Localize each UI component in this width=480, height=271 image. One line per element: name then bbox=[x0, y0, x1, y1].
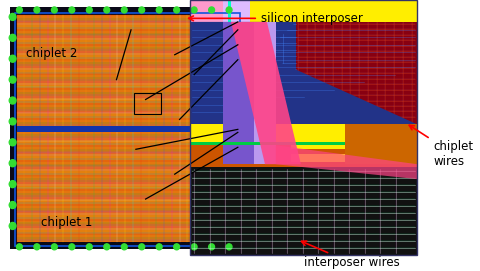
Circle shape bbox=[9, 118, 16, 125]
Polygon shape bbox=[296, 22, 418, 124]
Bar bbox=[223, 0, 251, 22]
Text: silicon interposer: silicon interposer bbox=[189, 12, 363, 25]
Circle shape bbox=[9, 160, 16, 167]
Circle shape bbox=[226, 7, 232, 13]
Polygon shape bbox=[190, 22, 418, 124]
Text: chiplet
wires: chiplet wires bbox=[409, 125, 473, 168]
Circle shape bbox=[121, 7, 127, 13]
Bar bbox=[134, 93, 161, 114]
Circle shape bbox=[104, 7, 110, 13]
Circle shape bbox=[9, 139, 16, 146]
Circle shape bbox=[16, 7, 23, 13]
Circle shape bbox=[16, 244, 23, 250]
Circle shape bbox=[9, 202, 16, 208]
Circle shape bbox=[51, 7, 57, 13]
Bar bbox=[190, 167, 418, 255]
Bar bbox=[190, 145, 418, 167]
Circle shape bbox=[209, 7, 215, 13]
Bar bbox=[190, 0, 418, 22]
Bar bbox=[10, 7, 254, 249]
Circle shape bbox=[34, 7, 40, 13]
Bar bbox=[190, 0, 227, 22]
Circle shape bbox=[86, 244, 92, 250]
Circle shape bbox=[174, 244, 180, 250]
Bar bbox=[190, 124, 418, 142]
Circle shape bbox=[191, 7, 197, 13]
Bar bbox=[291, 139, 418, 149]
Circle shape bbox=[156, 244, 162, 250]
Circle shape bbox=[51, 244, 57, 250]
Bar bbox=[14, 13, 240, 246]
Bar bbox=[16, 131, 238, 242]
Circle shape bbox=[9, 76, 16, 83]
Circle shape bbox=[139, 7, 144, 13]
Bar bbox=[16, 126, 238, 132]
Text: chiplet 1: chiplet 1 bbox=[41, 216, 92, 229]
Circle shape bbox=[9, 14, 16, 20]
Bar bbox=[190, 22, 297, 124]
Bar bbox=[228, 0, 231, 22]
Circle shape bbox=[209, 244, 215, 250]
Bar bbox=[190, 0, 418, 255]
Text: chiplet 2: chiplet 2 bbox=[25, 47, 77, 60]
Text: interposer wires: interposer wires bbox=[301, 241, 400, 269]
Circle shape bbox=[34, 244, 40, 250]
Bar bbox=[254, 22, 276, 164]
Bar bbox=[223, 22, 254, 164]
Circle shape bbox=[9, 34, 16, 41]
Circle shape bbox=[69, 7, 75, 13]
Circle shape bbox=[226, 244, 232, 250]
Circle shape bbox=[9, 55, 16, 62]
Bar bbox=[291, 154, 418, 162]
Polygon shape bbox=[231, 22, 301, 164]
Circle shape bbox=[104, 244, 110, 250]
Circle shape bbox=[156, 7, 162, 13]
Circle shape bbox=[191, 244, 197, 250]
Circle shape bbox=[9, 222, 16, 230]
Bar bbox=[251, 0, 285, 22]
Polygon shape bbox=[345, 124, 418, 164]
Circle shape bbox=[86, 7, 92, 13]
Circle shape bbox=[121, 244, 127, 250]
Circle shape bbox=[174, 7, 180, 13]
Bar bbox=[16, 15, 238, 126]
Bar bbox=[190, 142, 418, 145]
Circle shape bbox=[139, 244, 144, 250]
Circle shape bbox=[69, 244, 75, 250]
Polygon shape bbox=[276, 145, 418, 179]
Circle shape bbox=[9, 97, 16, 104]
Polygon shape bbox=[190, 22, 296, 124]
Circle shape bbox=[9, 181, 16, 188]
Bar bbox=[190, 0, 418, 255]
